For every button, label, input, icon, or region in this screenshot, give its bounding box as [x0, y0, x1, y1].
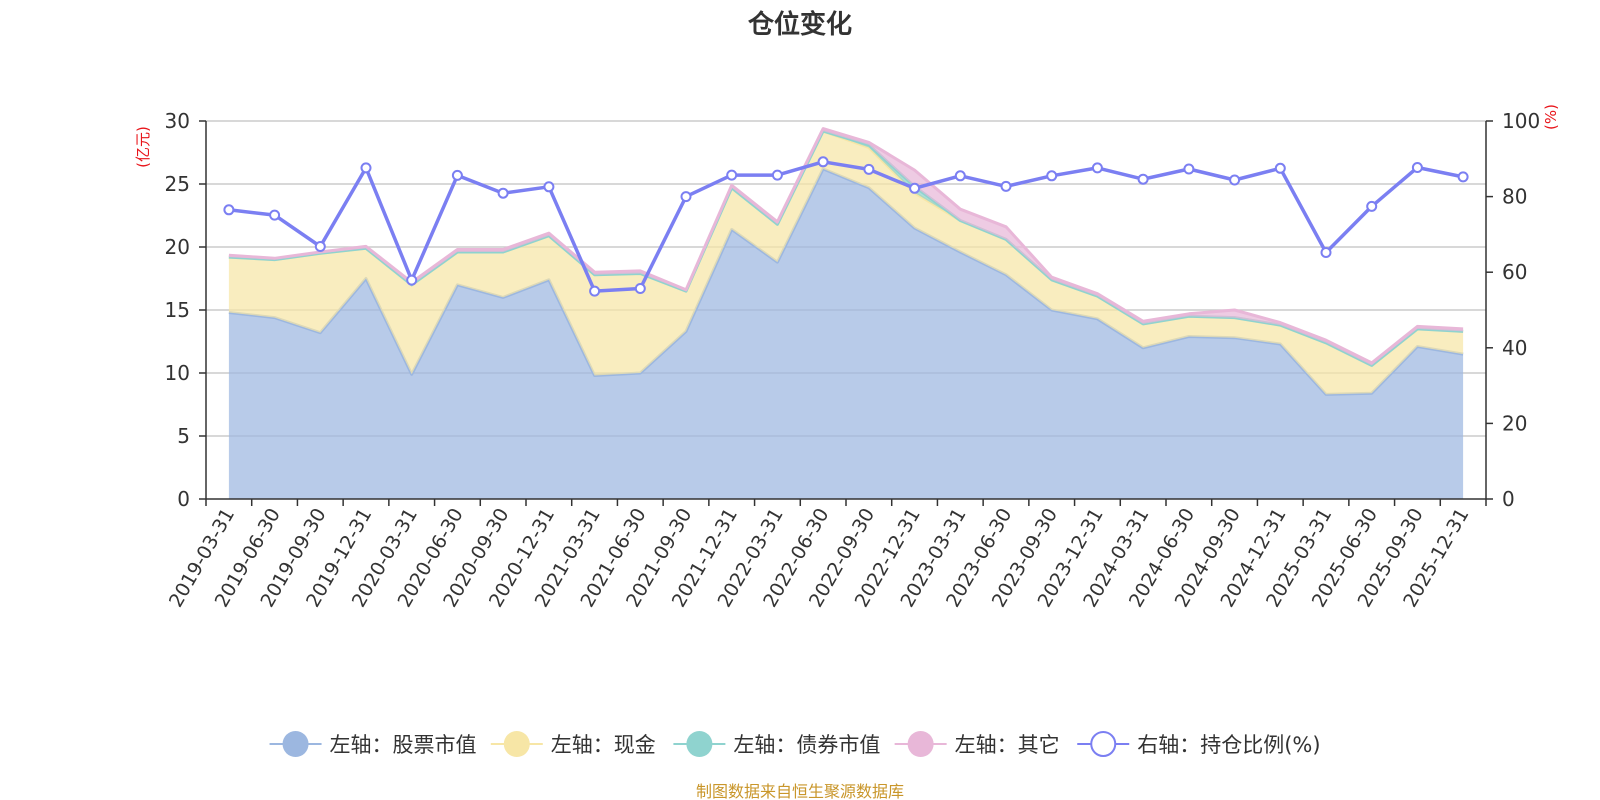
legend-item-2[interactable]: 左轴：债券市值 [673, 731, 880, 757]
legend: 左轴：股票市值 左轴：现金 左轴：债券市值 左轴：其它 右轴：持仓比例(%) [269, 731, 1321, 757]
ratio-point[interactable] [1457, 171, 1469, 183]
ratio-point[interactable] [589, 285, 601, 297]
legend-item-4[interactable]: 右轴：持仓比例(%) [1077, 731, 1321, 757]
area-stock [228, 168, 1464, 499]
right-tick-label: 20 [1502, 411, 1527, 435]
ratio-point[interactable] [1000, 180, 1012, 192]
ratio-point[interactable] [269, 209, 281, 221]
ratio-point[interactable] [451, 169, 463, 181]
left-axis-unit: (亿元) [134, 126, 152, 168]
left-tick-label: 10 [165, 361, 190, 385]
ratio-point[interactable] [497, 187, 509, 199]
ratio-point[interactable] [406, 274, 418, 286]
ratio-point[interactable] [223, 204, 235, 216]
legend-label: 左轴：股票市值 [330, 733, 477, 757]
ratio-point[interactable] [543, 181, 555, 193]
legend-circle-icon [503, 731, 530, 757]
left-tick-label: 20 [165, 235, 190, 259]
ratio-point[interactable] [1274, 162, 1286, 174]
ratio-point[interactable] [1046, 170, 1058, 182]
legend-item-3[interactable]: 左轴：其它 [894, 731, 1060, 757]
left-tick-label: 25 [165, 172, 190, 196]
ratio-point[interactable] [726, 169, 738, 181]
ratio-line-path [228, 160, 1464, 293]
legend-item-0[interactable]: 左轴：股票市值 [269, 731, 477, 757]
legend-item-1[interactable]: 左轴：现金 [490, 731, 656, 757]
ratio-point[interactable] [909, 182, 921, 194]
legend-circle-icon [282, 731, 309, 757]
ratio-point[interactable] [1183, 163, 1195, 175]
ratio-point[interactable] [314, 241, 326, 252]
legend-label: 右轴：持仓比例(%) [1137, 733, 1320, 757]
ratio-point[interactable] [634, 283, 646, 294]
ratio-point[interactable] [771, 169, 783, 181]
right-tick-label: 80 [1502, 185, 1527, 209]
chart-title: 仓位变化 [747, 9, 852, 40]
source-note: 制图数据来自恒生聚源数据库 [696, 782, 904, 800]
ratio-point[interactable] [1229, 174, 1241, 186]
ratio-point[interactable] [360, 162, 372, 174]
stacked-areas [228, 127, 1464, 499]
ratio-point[interactable] [1366, 200, 1378, 212]
legend-circle-icon [907, 731, 934, 757]
left-tick-label: 5 [177, 424, 190, 448]
left-tick-label: 30 [165, 109, 190, 133]
right-tick-label: 40 [1502, 336, 1527, 360]
right-tick-label: 0 [1502, 487, 1515, 511]
ratio-point[interactable] [817, 156, 829, 168]
area-line-other [228, 127, 1464, 365]
legend-circle-icon [1090, 731, 1117, 757]
ratio-point[interactable] [680, 191, 692, 203]
ratio-point[interactable] [1137, 173, 1149, 185]
ratio-point[interactable] [954, 170, 966, 182]
right-axis-unit: (%) [1542, 104, 1560, 130]
holding-ratio-line [223, 156, 1469, 297]
area-cash [228, 131, 1464, 395]
left-tick-label: 15 [165, 298, 190, 322]
ratio-point[interactable] [863, 163, 875, 175]
left-tick-label: 0 [177, 487, 190, 511]
legend-circle-icon [686, 731, 713, 757]
right-tick-label: 60 [1502, 260, 1527, 284]
ratio-point[interactable] [1411, 162, 1423, 173]
legend-label: 左轴：其它 [955, 733, 1060, 757]
legend-label: 左轴：债券市值 [733, 733, 880, 757]
ratio-point[interactable] [1320, 247, 1332, 258]
ratio-point[interactable] [1091, 162, 1103, 174]
right-tick-label: 100 [1502, 109, 1540, 133]
legend-label: 左轴：现金 [551, 733, 656, 757]
